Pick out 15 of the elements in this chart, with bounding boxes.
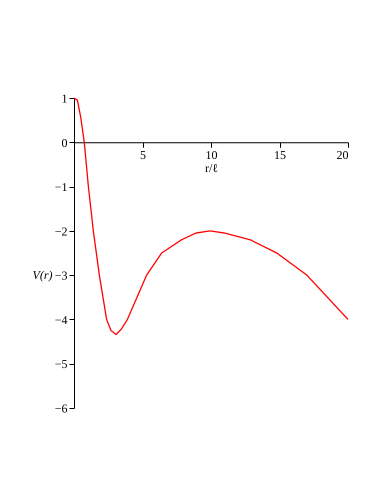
y-tick-label: −3 <box>54 268 68 283</box>
x-tick-label: 20 <box>336 148 348 162</box>
y-tick-label: −4 <box>54 312 68 327</box>
x-tick-label: 15 <box>274 148 286 162</box>
y-tick-label: −5 <box>54 357 68 372</box>
y-tick-label: 0 <box>62 136 68 150</box>
y-tick-label: −6 <box>54 402 68 416</box>
x-tick-label: 10 <box>206 148 218 162</box>
x-tick-label: 5 <box>140 148 146 162</box>
y-tick-label: −1 <box>54 180 68 194</box>
y-tick-label: −2 <box>54 224 68 238</box>
y-axis-title: V(r) <box>32 268 52 282</box>
line-series <box>73 97 349 336</box>
x-axis-title: r/ℓ <box>204 160 218 175</box>
y-tick-label: 1 <box>62 92 68 106</box>
